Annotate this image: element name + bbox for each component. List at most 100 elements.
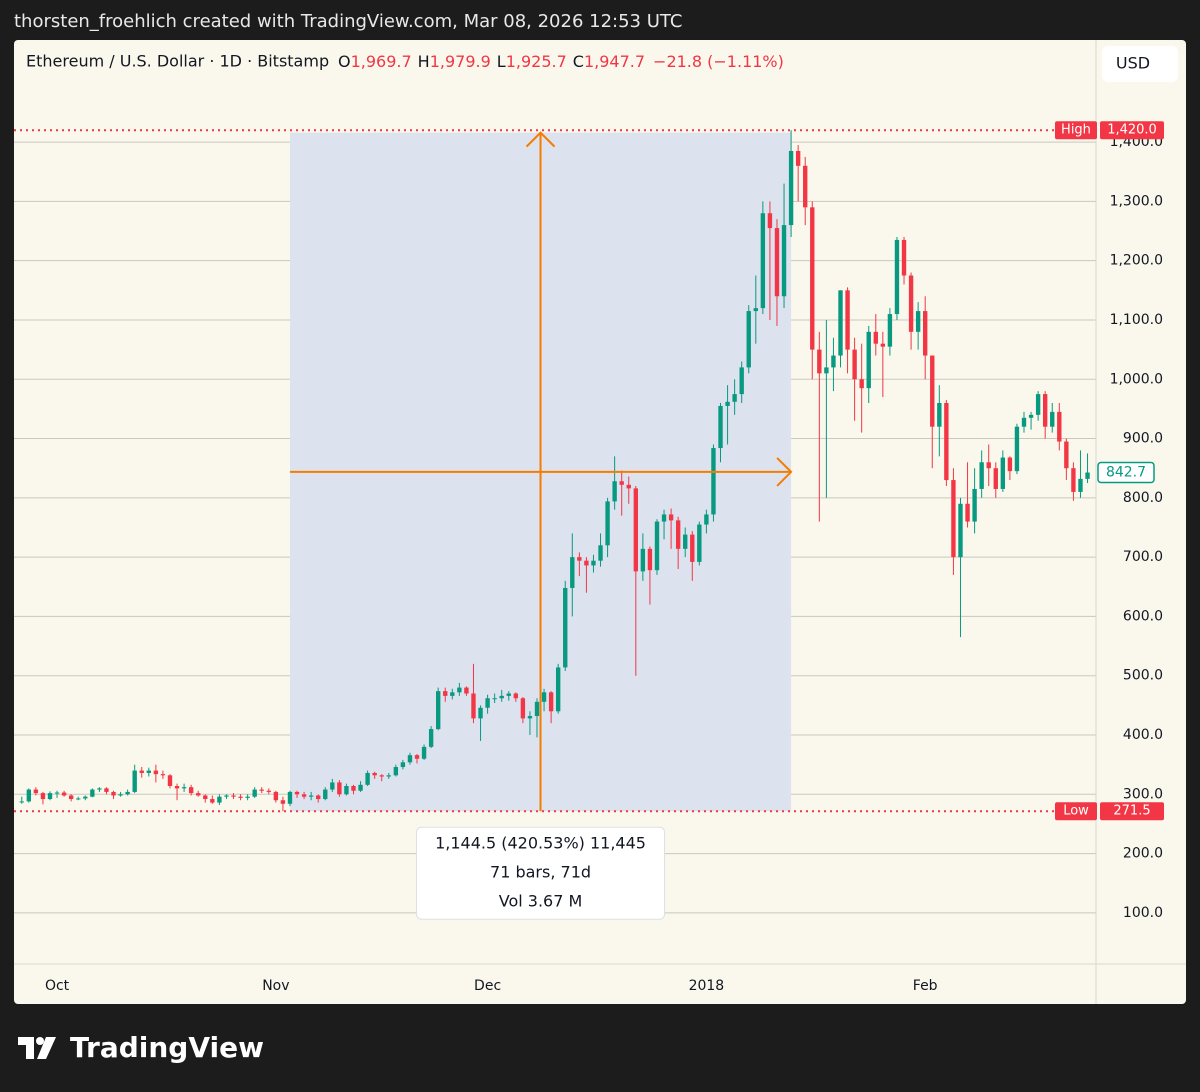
- candle-body: [203, 795, 208, 800]
- y-tick-label: 1,000.0: [1110, 371, 1163, 387]
- candle-body: [210, 799, 215, 803]
- candle-body: [443, 691, 448, 696]
- candle-body: [245, 796, 250, 798]
- x-tick-label: 2018: [689, 978, 725, 994]
- candle-body: [365, 772, 370, 785]
- change-value: −21.8 (−1.11%): [653, 52, 784, 71]
- x-tick-label: Dec: [474, 978, 501, 994]
- ohlc-key: C: [573, 52, 584, 71]
- measure-arrowhead: [776, 457, 793, 487]
- candle-body: [725, 401, 730, 406]
- candle-body: [1035, 394, 1041, 415]
- candle-body: [570, 557, 575, 588]
- candle-body: [845, 290, 850, 350]
- symbol-title: Ethereum / U.S. Dollar · 1D · Bitstamp: [26, 52, 329, 71]
- candle-body: [68, 795, 74, 800]
- measure-tooltip-line: Vol 3.67 M: [499, 892, 583, 911]
- measure-tooltip: [416, 826, 666, 920]
- candle-body: [647, 548, 653, 571]
- candle-body: [548, 692, 554, 712]
- candle-body: [266, 790, 271, 792]
- candle-body: [492, 698, 497, 700]
- y-tick-label: 400.0: [1123, 727, 1163, 743]
- ohlc-value: 1,947.7: [584, 52, 645, 71]
- candle-body: [894, 239, 900, 315]
- candle-body: [951, 480, 956, 558]
- candle-body: [852, 349, 857, 380]
- candle-body: [301, 794, 307, 797]
- candle-body: [697, 524, 702, 562]
- candle-body: [252, 789, 257, 797]
- candle-body: [563, 587, 568, 668]
- ohlc-key: H: [418, 52, 430, 71]
- candle-body: [972, 488, 977, 522]
- candle-body: [485, 698, 490, 708]
- candle-body: [386, 775, 391, 777]
- measure-tooltip-line: 71 bars, 71d: [490, 863, 591, 882]
- candle-body: [139, 770, 144, 773]
- logo-slash: [37, 1037, 56, 1059]
- candle-body: [527, 716, 533, 719]
- candle-body: [732, 394, 737, 402]
- candle-body: [923, 311, 928, 356]
- candle-body: [83, 796, 88, 799]
- range-value-badge: [1100, 802, 1164, 821]
- candle-body: [965, 503, 970, 522]
- candle-body: [1007, 457, 1013, 472]
- candle-body: [774, 228, 780, 297]
- candle-body: [880, 343, 886, 347]
- measure-tooltip-line: 1,144.5 (420.53%) 11,445: [435, 834, 646, 853]
- candle-body: [824, 367, 829, 374]
- candle-body: [26, 789, 32, 802]
- candle-body: [534, 701, 540, 717]
- candle-body: [690, 534, 695, 562]
- candle-body: [873, 331, 878, 344]
- measure-arrowhead: [525, 131, 556, 148]
- y-tick-label: 200.0: [1123, 846, 1163, 862]
- candle-body: [993, 468, 998, 489]
- y-tick-label: 800.0: [1123, 490, 1163, 506]
- candle-body: [436, 691, 441, 730]
- credit-text: thorsten_froehlich created with TradingV…: [14, 11, 682, 32]
- candle-body: [958, 503, 963, 558]
- candle-body: [640, 548, 646, 572]
- candle-body: [746, 311, 751, 368]
- currency-button[interactable]: [1102, 46, 1178, 82]
- range-name: Low: [1063, 804, 1089, 819]
- range-name: High: [1061, 123, 1091, 138]
- candle-body: [803, 165, 808, 208]
- candle-body: [555, 667, 561, 712]
- candle-body: [633, 488, 639, 572]
- ohlc-key: O: [338, 52, 351, 71]
- ohlc-value: 1,969.7: [351, 52, 412, 71]
- currency-label[interactable]: USD: [1116, 54, 1150, 73]
- candle-body: [626, 484, 631, 489]
- candle-body: [1057, 411, 1062, 442]
- candle-body: [280, 800, 286, 804]
- candle-body: [753, 308, 758, 312]
- candle-body: [457, 687, 462, 693]
- candle-body: [118, 794, 123, 796]
- candle-body: [760, 213, 766, 309]
- candle-body: [196, 793, 201, 796]
- candle-body: [125, 791, 130, 795]
- candle-body: [506, 693, 511, 696]
- candle-body: [788, 150, 794, 226]
- ohlc-legend: O1,969.7 H1,979.9 L1,925.7 C1,947.7 −21.8 (−…: [338, 52, 784, 71]
- candle-body: [675, 520, 681, 549]
- candle-body: [330, 782, 335, 790]
- candle-body: [661, 514, 667, 522]
- ohlc-text: O1,969.7 H1,979.9 L1,925.7 C1,947.7 −21.8 (−…: [338, 52, 784, 71]
- candle-body: [238, 796, 243, 798]
- candle-body: [407, 755, 413, 763]
- candle-body: [90, 789, 95, 797]
- candle-body: [767, 213, 773, 229]
- candle-body: [915, 311, 921, 332]
- candle-body: [1050, 411, 1055, 427]
- candle-body: [817, 349, 822, 374]
- candle-body: [464, 687, 469, 694]
- candle-body: [287, 791, 293, 804]
- range-name-badge: [1055, 121, 1097, 140]
- candle-body: [1042, 394, 1048, 427]
